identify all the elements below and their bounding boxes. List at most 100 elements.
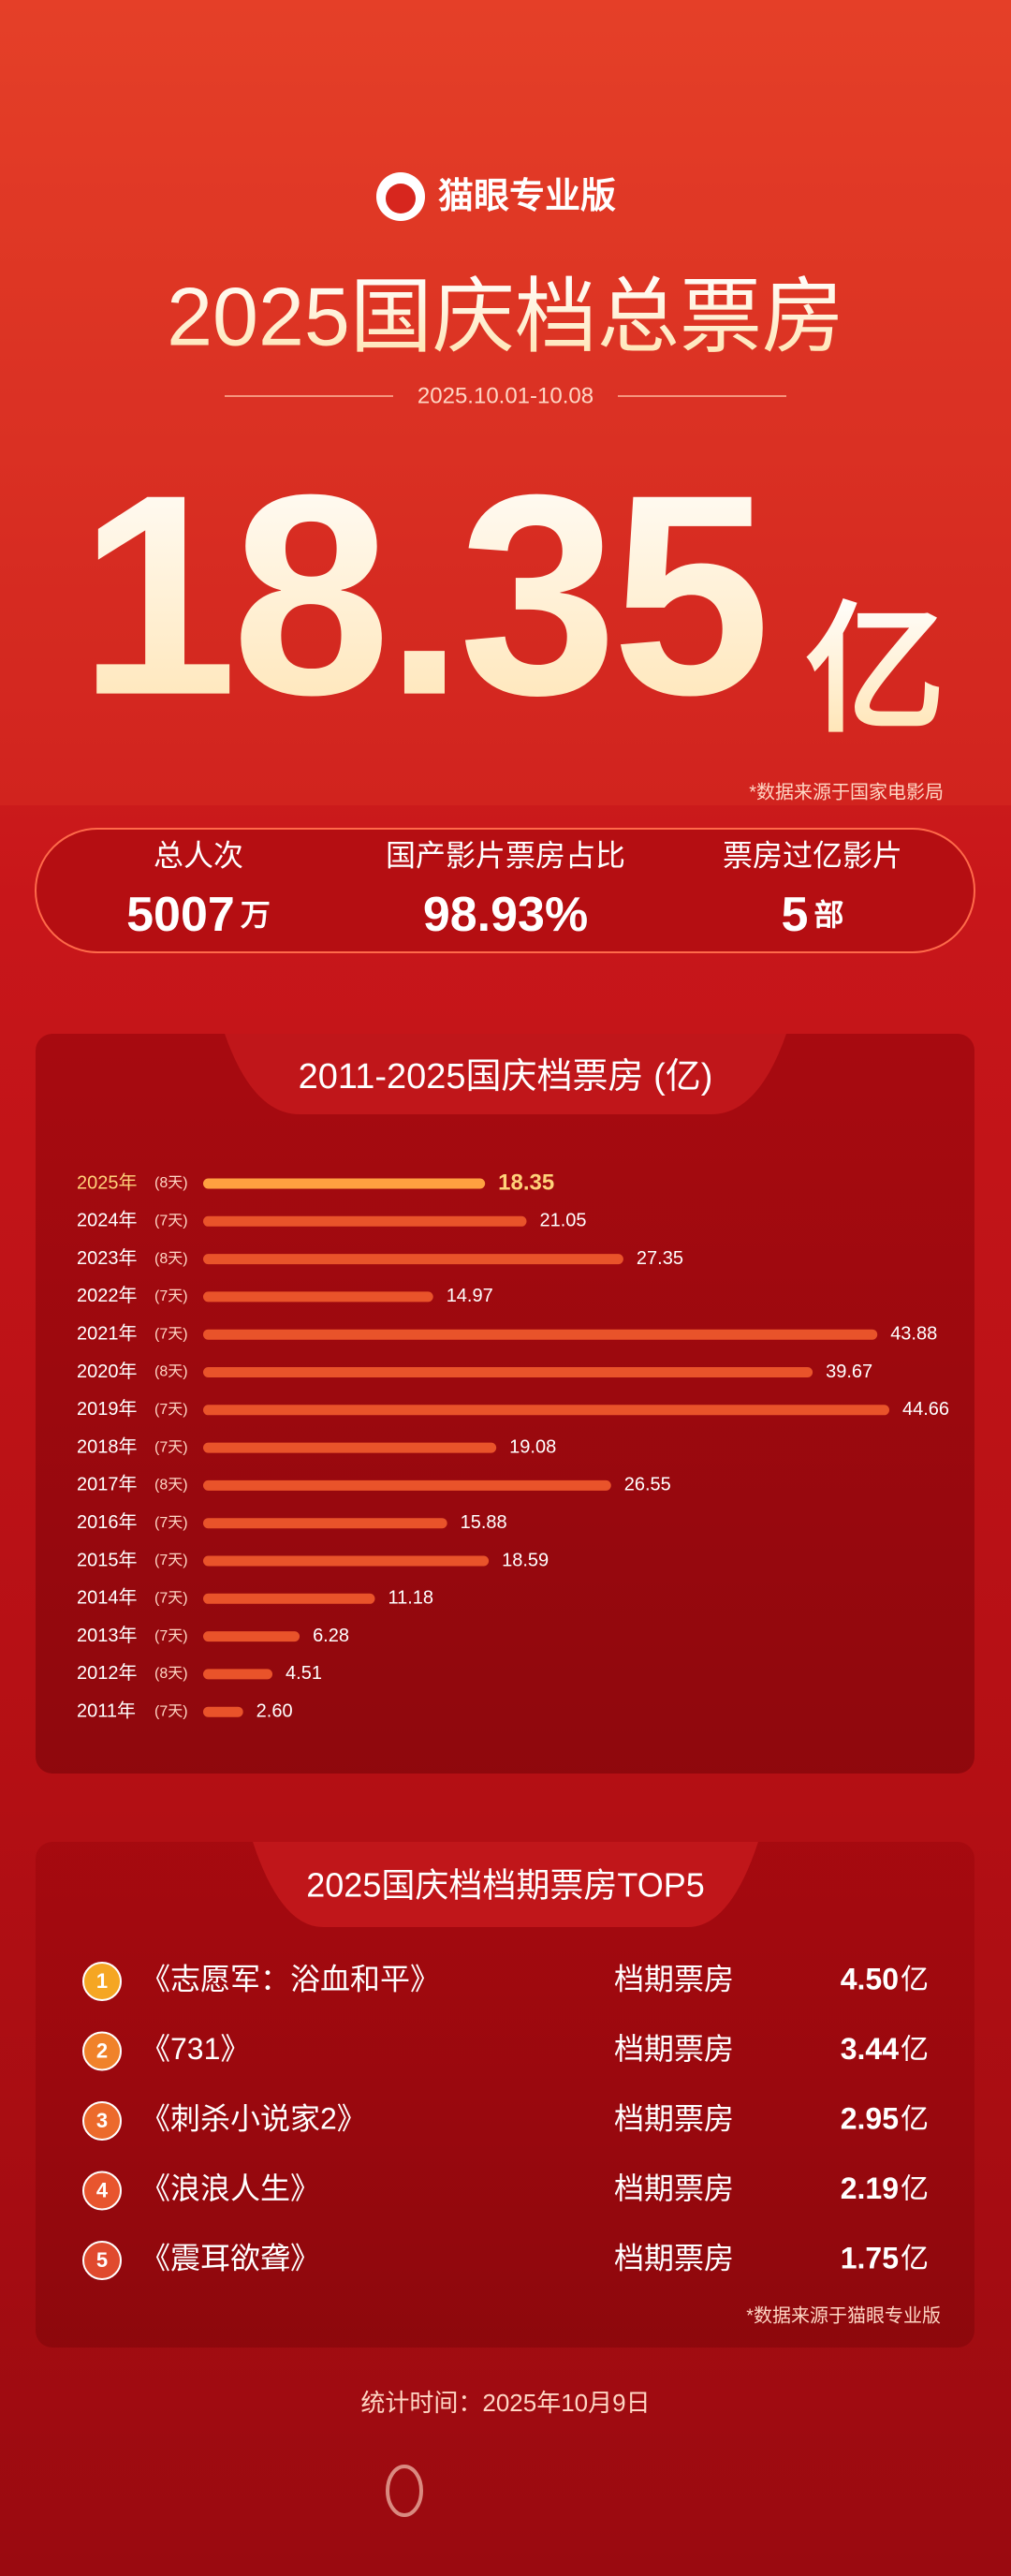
stat-value: 5: [782, 888, 809, 942]
value-label: 6.28: [313, 1626, 349, 1646]
bar: [203, 1555, 490, 1567]
source-note: *数据来源于国家电影局: [749, 781, 944, 802]
category-label: 2023年: [77, 1247, 138, 1269]
amount-unit: 亿: [901, 2244, 929, 2274]
stat-value: 5007: [126, 888, 235, 942]
amount: 2.95: [841, 2101, 899, 2135]
amount-label: 档期票房: [614, 2101, 734, 2135]
amount: 4.50: [841, 1962, 899, 1995]
category-label: 2013年: [77, 1625, 138, 1646]
poster-collage: [0, 0, 1011, 805]
category-label: 2011年: [77, 1700, 136, 1721]
rank: 1: [96, 1969, 108, 1993]
category-label: 2019年: [77, 1398, 138, 1420]
bar: [203, 1442, 497, 1453]
footer-logo: [386, 2465, 423, 2517]
brand-name: 猫眼专业版: [438, 177, 616, 216]
top5-list: 1 《志愿军：浴血和平》 档期票房 4.50 亿2 《731》 档期票房 3.44 亿3 《刺杀小…: [82, 1962, 929, 2280]
top5-panel: [36, 1842, 974, 2348]
duration-label: (7天): [154, 1288, 188, 1304]
category-label: 2014年: [77, 1587, 138, 1609]
value-label: 4.51: [286, 1663, 322, 1684]
film-title: 《志愿军：浴血和平》: [140, 1962, 440, 1995]
stat-value-group: 98.93%: [423, 888, 588, 942]
total-unit: 亿: [805, 592, 945, 749]
rank: 4: [96, 2178, 109, 2201]
film-title: 《刺杀小说家2》: [140, 2101, 367, 2135]
category-label: 2012年: [77, 1662, 138, 1684]
value-label: 18.35: [498, 1170, 554, 1195]
duration-label: (7天): [154, 1214, 188, 1229]
bar: [203, 1518, 447, 1529]
stat-value-group: 5007 万: [126, 888, 271, 942]
amount-label: 档期票房: [614, 2032, 734, 2066]
amount-unit: 亿: [901, 2034, 929, 2065]
amount: 2.19: [841, 2171, 899, 2205]
rank: 2: [96, 2039, 108, 2062]
stats: 总人次 5007 万 国产影片票房占比 98.93% 票房过亿影片 5 部: [126, 838, 902, 941]
amount-unit: 亿: [901, 1965, 929, 1995]
value-label: 2.60: [256, 1700, 293, 1721]
chart-title-tab: [225, 1034, 786, 1114]
duration-label: (8天): [154, 1478, 188, 1494]
rank-badge: [82, 2101, 122, 2141]
bar-chart: 2025年 (8天) 18.35 2024年 (7天) 21.05 2023年 (8天) 27.…: [77, 1170, 949, 1721]
value-label: 21.05: [539, 1211, 586, 1231]
category-label: 2016年: [77, 1511, 138, 1533]
category-label: 2024年: [77, 1210, 138, 1231]
bar: [203, 1367, 813, 1377]
source-note: *数据来源于猫眼专业版: [746, 2304, 941, 2326]
stat-label: 总人次: [154, 838, 243, 872]
amount-label: 档期票房: [614, 2241, 734, 2274]
film-title: 《震耳欲聋》: [140, 2241, 320, 2274]
stat-value: 98.93%: [423, 888, 588, 942]
amount-label: 档期票房: [614, 1962, 734, 1995]
duration-label: (8天): [154, 1175, 188, 1191]
value-label: 39.67: [826, 1362, 872, 1382]
value-label: 11.18: [388, 1588, 433, 1609]
value-label: 14.97: [447, 1286, 493, 1306]
amount: 3.44: [841, 2032, 899, 2066]
category-label: 2018年: [77, 1435, 138, 1457]
rank: 5: [96, 2248, 108, 2272]
rank-badge: [82, 2171, 122, 2211]
duration-label: (7天): [154, 1515, 188, 1531]
rank-badge: [82, 2241, 122, 2280]
category-label: 2020年: [77, 1361, 138, 1382]
value-label: 44.66: [902, 1399, 949, 1420]
brand-logo-face: [386, 184, 416, 213]
bar: [203, 1215, 527, 1227]
value-label: 27.35: [637, 1248, 683, 1269]
duration-label: (8天): [154, 1364, 188, 1380]
duration-label: (8天): [154, 1251, 188, 1267]
value-label: 43.88: [890, 1323, 937, 1344]
bar: [203, 1706, 243, 1717]
rank: 3: [96, 2109, 108, 2132]
value-label: 18.59: [502, 1550, 549, 1570]
duration-label: (7天): [154, 1402, 188, 1418]
total-box-office: 18.35: [79, 435, 765, 755]
bar: [203, 1669, 273, 1680]
stats-panel: [35, 828, 975, 953]
duration-label: (7天): [154, 1703, 188, 1719]
bar: [203, 1405, 889, 1416]
stat-label: 国产影片票房占比: [386, 838, 625, 872]
rank-badge: [82, 2031, 122, 2071]
bar: [203, 1254, 623, 1265]
top5-title: 2025国庆档档期票房TOP5: [306, 1866, 704, 1905]
category-label: 2025年: [77, 1171, 138, 1193]
chart-title: 2011-2025国庆档票房 (亿): [299, 1057, 713, 1097]
amount-label: 档期票房: [614, 2171, 734, 2205]
bar: [203, 1291, 433, 1303]
stat-unit: 万: [241, 898, 271, 932]
category-label: 2017年: [77, 1474, 138, 1495]
bar: [203, 1329, 878, 1340]
bar: [203, 1593, 375, 1604]
bar: [203, 1631, 300, 1642]
amount: 1.75: [841, 2241, 899, 2274]
duration-label: (7天): [154, 1553, 188, 1568]
category-label: 2022年: [77, 1285, 138, 1306]
bar: [203, 1178, 486, 1189]
